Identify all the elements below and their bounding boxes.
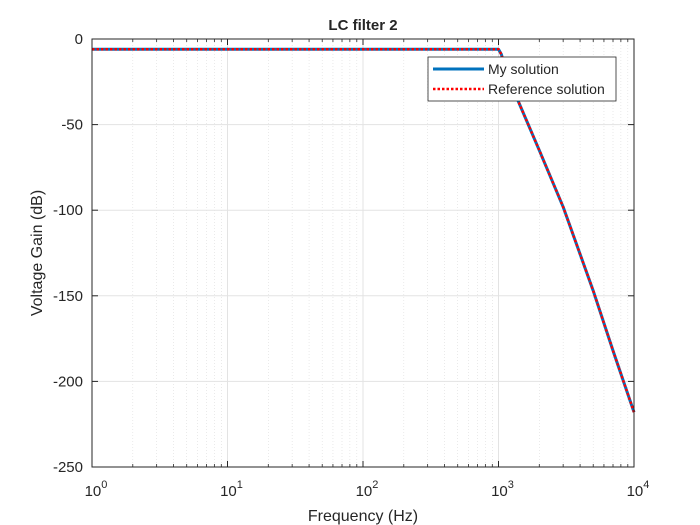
y-tick-label: -100 [53, 202, 83, 219]
legend-box [427, 56, 617, 102]
x-tick-label: 104 [627, 479, 650, 500]
x-tick-labels: 100 101 102 103 104 [85, 479, 650, 500]
y-tick-label: -250 [53, 459, 83, 476]
y-tick-label: -50 [61, 117, 83, 134]
x-tick-label: 103 [491, 479, 514, 500]
y-tick-label: -150 [53, 288, 83, 305]
x-tick-label: 101 [220, 479, 243, 500]
legend-label-reference-solution: Reference solution [488, 81, 605, 97]
x-tick-label: 100 [85, 479, 108, 500]
y-tick-label: 0 [75, 31, 83, 48]
legend-label-my-solution: My solution [488, 61, 559, 77]
chart-title: LC filter 2 [328, 17, 397, 34]
y-tick-labels: 0 -50 -100 -150 -200 -250 [53, 31, 83, 476]
y-tick-label: -200 [53, 373, 83, 390]
x-axis-label: Frequency (Hz) [308, 508, 418, 525]
y-axis-label: Voltage Gain (dB) [29, 190, 46, 316]
legend[interactable]: My solution Reference solution [427, 56, 617, 102]
x-tick-label: 102 [356, 479, 379, 500]
axis-ticks [91, 38, 635, 468]
